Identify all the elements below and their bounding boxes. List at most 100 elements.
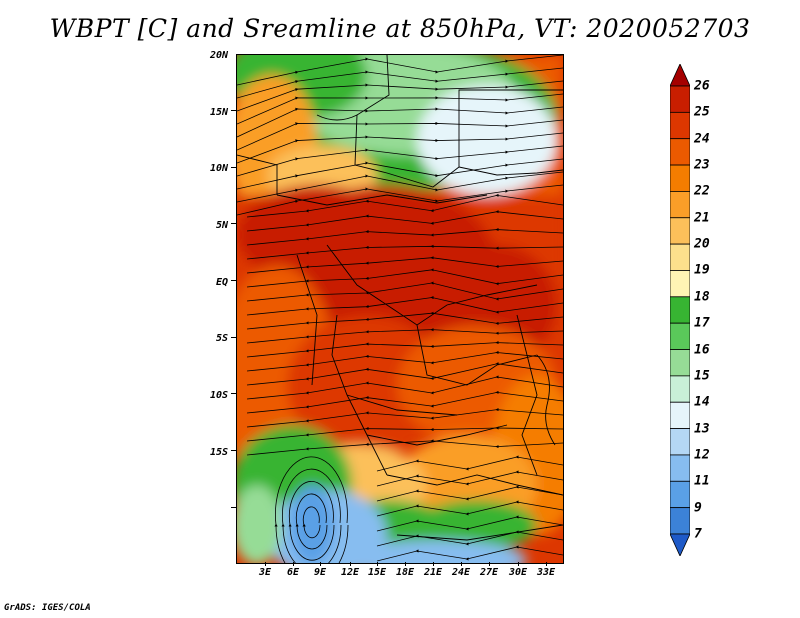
colorbar-cell bbox=[670, 85, 690, 113]
colorbar-cell bbox=[670, 533, 690, 556]
colorbar-label: 13 bbox=[694, 421, 710, 437]
streamline bbox=[246, 281, 563, 302]
field-region bbox=[237, 485, 282, 563]
lat-label: 10S bbox=[209, 390, 228, 401]
lat-label: 20N bbox=[209, 50, 228, 61]
streamline bbox=[288, 481, 335, 561]
streamline bbox=[246, 328, 563, 344]
lat-tick bbox=[231, 337, 236, 338]
colorbar-label: 7 bbox=[694, 526, 702, 542]
streamline bbox=[246, 244, 563, 260]
colorbar-label: 24 bbox=[694, 131, 710, 147]
lat-tick bbox=[231, 393, 236, 394]
streamline bbox=[237, 106, 563, 138]
colorbar-cell bbox=[670, 375, 690, 403]
colorbar-cell bbox=[670, 349, 690, 377]
colorbar-cell bbox=[670, 480, 690, 509]
streamline bbox=[237, 119, 563, 151]
lat-label: 5N bbox=[215, 220, 228, 231]
colorbar-label: 14 bbox=[694, 394, 710, 410]
streamline bbox=[246, 350, 563, 372]
streamline bbox=[237, 55, 563, 86]
field-region bbox=[417, 85, 557, 195]
lat-label: EQ bbox=[215, 277, 228, 288]
colorbar-label: 15 bbox=[694, 368, 710, 384]
streamline bbox=[237, 158, 563, 190]
lon-tick bbox=[433, 562, 434, 566]
streamline bbox=[376, 470, 563, 487]
streamline bbox=[246, 295, 563, 316]
colorbar-label: 23 bbox=[694, 157, 710, 173]
streamline bbox=[246, 439, 563, 456]
colorbar bbox=[670, 64, 690, 556]
wbpt-shaded-field bbox=[237, 55, 563, 563]
lon-label: 27E bbox=[479, 567, 499, 578]
colorbar-cell bbox=[670, 138, 690, 166]
colorbar-cell bbox=[670, 507, 690, 535]
lat-label: 5S bbox=[215, 333, 228, 344]
colorbar-cell bbox=[670, 296, 690, 324]
colorbar-cell bbox=[670, 428, 690, 456]
colorbar-label: 25 bbox=[694, 104, 710, 120]
map-canvas bbox=[237, 55, 563, 563]
streamline bbox=[237, 67, 563, 99]
lon-tick bbox=[461, 562, 462, 566]
colorbar-label: 26 bbox=[694, 78, 710, 94]
lon-tick bbox=[350, 562, 351, 566]
lon-label: 21E bbox=[423, 567, 443, 578]
lon-label: 3E bbox=[258, 567, 272, 578]
colorbar-label: 20 bbox=[694, 236, 710, 252]
lat-tick bbox=[231, 110, 236, 111]
lon-label: 6E bbox=[286, 567, 300, 578]
lat-label: 15S bbox=[209, 447, 228, 458]
colorbar-label: 11 bbox=[694, 473, 710, 489]
colorbar-cell bbox=[670, 401, 690, 429]
colorbar-label: 17 bbox=[694, 315, 710, 331]
lon-tick bbox=[293, 562, 294, 566]
colorbar-label: 19 bbox=[694, 262, 710, 278]
lat-tick bbox=[231, 167, 236, 168]
colorbar-label: 21 bbox=[694, 210, 710, 226]
streamline bbox=[237, 132, 563, 164]
lon-label: 18E bbox=[395, 567, 415, 578]
lat-tick bbox=[231, 450, 236, 451]
lat-tick bbox=[231, 507, 236, 508]
streamline bbox=[302, 506, 321, 539]
streamline bbox=[376, 515, 563, 532]
streamline bbox=[237, 80, 563, 112]
lat-tick bbox=[231, 223, 236, 224]
streamline bbox=[246, 426, 563, 442]
chart-title: WBPT [C] and Sreamline at 850hPa, VT: 20… bbox=[49, 14, 751, 43]
colorbar-label: 9 bbox=[694, 500, 702, 516]
colorbar-cell bbox=[670, 322, 690, 350]
country-borders bbox=[237, 55, 563, 541]
colorbar-cell bbox=[670, 454, 690, 482]
streamline bbox=[281, 468, 342, 563]
streamline bbox=[274, 456, 349, 563]
colorbar-label: 18 bbox=[694, 289, 710, 305]
streamline bbox=[237, 93, 563, 125]
lon-label: 33E bbox=[536, 567, 556, 578]
lon-tick bbox=[265, 562, 266, 566]
lat-label: 15N bbox=[209, 107, 228, 118]
streamline bbox=[246, 375, 563, 400]
lon-label: 15E bbox=[367, 567, 387, 578]
streamline bbox=[237, 171, 563, 203]
map-panel bbox=[236, 54, 564, 564]
lon-tick bbox=[489, 562, 490, 566]
colorbar-label: 12 bbox=[694, 447, 710, 463]
streamlines bbox=[237, 55, 563, 563]
streamline bbox=[376, 500, 563, 517]
colorbar-label: 22 bbox=[694, 183, 710, 199]
lon-tick bbox=[518, 562, 519, 566]
colorbar-label: 16 bbox=[694, 342, 710, 358]
streamline bbox=[237, 184, 563, 216]
streamline bbox=[376, 530, 563, 547]
lon-label: 30E bbox=[508, 567, 528, 578]
colorbar-cell bbox=[670, 64, 690, 87]
lon-tick bbox=[405, 562, 406, 566]
lon-tick bbox=[546, 562, 547, 566]
lon-label: 12E bbox=[340, 567, 360, 578]
streamline bbox=[246, 362, 563, 386]
streamline bbox=[376, 545, 563, 562]
